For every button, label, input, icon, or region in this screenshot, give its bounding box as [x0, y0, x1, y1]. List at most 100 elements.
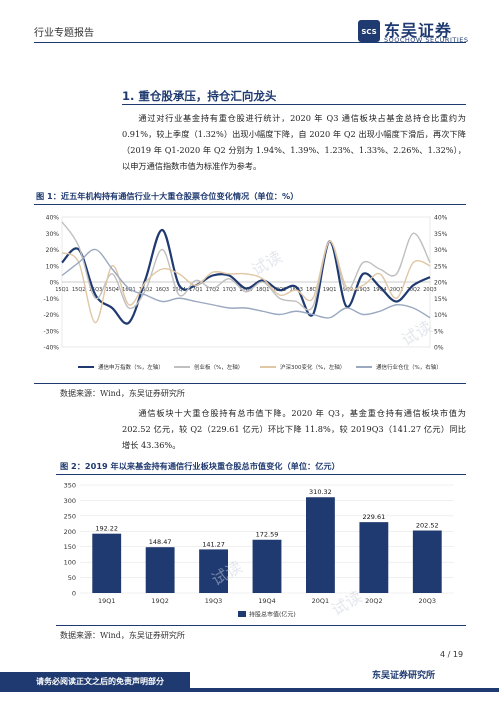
chart1-legend-label: 通信行业仓位（%，右轴） — [376, 363, 442, 371]
chart2-x-tick: 19Q4 — [258, 597, 276, 605]
chart2-y-tick: 250 — [64, 512, 76, 520]
chart1-right-tick: 5% — [434, 328, 444, 335]
chart2-value-label: 141.27 — [202, 540, 225, 548]
chart2-bar — [92, 533, 122, 593]
section-title: 1. 重仓股承压，持仓汇向龙头 — [122, 89, 277, 103]
chart2-y-tick: 200 — [64, 528, 76, 536]
footer-bar — [0, 672, 190, 692]
chart2-bar — [252, 539, 282, 593]
figure1-source: 数据来源：Wind，东吴证券研究所 — [60, 389, 185, 398]
chart1-left-tick: 30% — [46, 231, 60, 238]
header-section-label: 行业专题报告 — [34, 28, 94, 39]
chart2-x-tick: 19Q3 — [205, 597, 223, 605]
chart1-right-tick: 15% — [434, 296, 448, 303]
chart1-series-line-2 — [61, 240, 431, 324]
chart2-value-label: 229.61 — [362, 513, 385, 521]
figure2-source: 数据来源：Wind，东吴证券研究所 — [60, 631, 185, 640]
chart1-x-tick: 15Q3 — [89, 287, 102, 293]
chart1-right-tick: 25% — [434, 263, 448, 270]
chart2-x-tick: 19Q1 — [98, 597, 116, 605]
header-divider — [34, 42, 466, 43]
chart1-x-tick: 15Q2 — [72, 287, 85, 293]
chart2-bar — [145, 547, 175, 593]
chart1-x-tick: 16Q3 — [156, 287, 169, 293]
chart2-legend-swatch — [238, 611, 246, 617]
chart2-y-tick: 300 — [64, 497, 76, 505]
chart1-x-tick: 15Q1 — [55, 287, 68, 293]
chart2-y-tick: 50 — [68, 574, 76, 582]
chart1-x-tick: 18Q1 — [256, 287, 269, 293]
chart1-x-tick: 19Q4 — [373, 287, 386, 293]
chart1-legend-label: 通信申万指数（%，左轴） — [98, 363, 164, 371]
chart1-x-tick: 15Q4 — [105, 287, 118, 293]
chart2-value-label: 202.52 — [416, 522, 439, 530]
chart1-x-tick: 17Q2 — [206, 287, 219, 293]
chart2-y-tick: 350 — [64, 482, 76, 490]
logo-icon: SCS — [358, 20, 380, 42]
chart1-left-tick: -30% — [43, 328, 59, 335]
chart2-value-label: 172.59 — [256, 531, 279, 539]
paragraph-1: 通过对行业基金持有重仓股进行统计，2020 年 Q3 通信板块占基金总持仓比重约… — [122, 113, 466, 171]
chart2-y-tick: 0 — [72, 590, 76, 598]
logo-mark-svg: SCS — [361, 28, 376, 36]
chart1-right-tick: 30% — [434, 247, 448, 254]
chart1-left-tick: -20% — [43, 312, 59, 319]
chart2-bar — [306, 497, 335, 593]
chart2-y-tick: 150 — [64, 543, 76, 551]
figure1-title: 图 1：近五年机构持有通信行业十大重仓股票仓位变化情况（单位：%） — [36, 191, 299, 201]
figure2-box: 350 300 250 200 150 100 50 0 192.22 19Q1 148.47 19Q… — [56, 474, 466, 626]
chart1-series-line-3 — [61, 248, 431, 319]
chart2-legend-label: 持股总市值(亿元) — [249, 611, 296, 619]
logo-en: SOOCHOW SECURITIES — [384, 36, 469, 44]
paragraph-2: 通信板块十大重仓股持有总市值下降。2020 年 Q3，基金重仓持有通信板块市值为… — [122, 408, 466, 450]
section-divider — [122, 104, 466, 105]
chart1-x-tick: 16Q1 — [122, 287, 135, 293]
chart1-left-tick: 40% — [46, 215, 60, 222]
chart1-x-tick: 17Q4 — [239, 287, 252, 293]
logo-cn: 东吴证券 — [384, 21, 453, 40]
chart1-x-tick: 19Q1 — [323, 287, 336, 293]
figure1-chart: 40% 30% 20% 10% 0% -10% -20% -30% -40% 40% 35% 30% 2… — [43, 215, 448, 372]
chart2-x-tick: 20Q3 — [419, 597, 437, 605]
chart1-x-tick: 18Q4 — [306, 287, 319, 293]
chart1-x-tick: 17Q3 — [223, 287, 236, 293]
chart1-legend-label: 沪深300变化（%，左轴） — [280, 363, 345, 371]
chart1-series-line-1 — [61, 221, 431, 311]
chart1-x-tick: 20Q2 — [407, 287, 420, 293]
chart1-x-tick: 20Q1 — [390, 287, 403, 293]
chart1-right-tick: 20% — [434, 280, 448, 287]
chart1-right-tick: 0% — [434, 345, 444, 352]
chart1-left-tick: -10% — [43, 296, 59, 303]
chart1-right-tick: 10% — [434, 312, 448, 319]
chart2-x-tick: 19Q2 — [151, 597, 169, 605]
footer-disclaimer: 请务必阅读正文之后的免责声明部分 — [36, 677, 164, 686]
chart2-bar — [199, 549, 228, 593]
chart1-series-line-0 — [61, 228, 431, 325]
page-number: 4 / 19 — [440, 650, 464, 659]
chart2-value-label: 148.47 — [149, 538, 172, 546]
figure2-chart: 350 300 250 200 150 100 50 0 192.22 19Q1 148.47 19Q… — [64, 482, 454, 619]
footer-bar-line — [190, 688, 499, 692]
chart1-left-tick: 0% — [49, 280, 59, 287]
chart1-x-tick: 16Q4 — [172, 287, 185, 293]
chart1-x-tick: 17Q1 — [189, 287, 202, 293]
chart2-x-tick: 20Q2 — [365, 597, 383, 605]
chart1-left-tick: 20% — [46, 247, 60, 254]
chart1-right-tick: 40% — [434, 215, 448, 222]
chart2-bar — [359, 522, 389, 593]
chart2-y-tick: 100 — [64, 559, 76, 567]
chart1-x-tick: 19Q3 — [356, 287, 369, 293]
chart1-right-tick: 35% — [434, 231, 448, 238]
chart2-value-label: 310.32 — [309, 488, 332, 496]
chart2-x-tick: 20Q1 — [312, 597, 330, 605]
chart1-x-tick: 20Q3 — [423, 287, 436, 293]
chart2-bar — [412, 530, 442, 593]
chart1-left-tick: 10% — [46, 263, 60, 270]
chart1-left-tick: -40% — [43, 345, 59, 352]
figure1-box: 40% 30% 20% 10% 0% -10% -20% -30% -40% 40% 35% 30% 2… — [34, 204, 466, 384]
figure2-title: 图 2：2019 年以来基金持有通信行业板块重仓股总市值变化（单位：亿元） — [60, 461, 340, 471]
chart2-value-label: 192.22 — [95, 525, 118, 533]
footer-org: 东吴证券研究所 — [372, 671, 436, 681]
logo-mark-text: SCS — [361, 28, 376, 36]
chart1-legend-label: 创业板（%，左轴） — [194, 363, 243, 371]
